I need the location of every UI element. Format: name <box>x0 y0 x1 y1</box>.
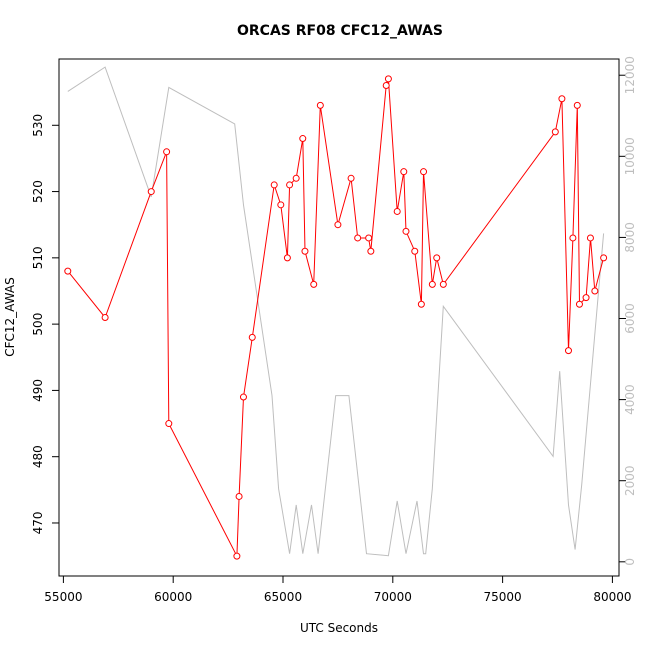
data-point <box>384 75 392 83</box>
plot-area <box>58 58 620 577</box>
data-point <box>551 128 559 136</box>
y-tick-label: 520 <box>31 180 45 203</box>
x-tick-label: 75000 <box>484 590 522 604</box>
data-point <box>600 254 608 262</box>
data-point <box>393 207 401 215</box>
data-point <box>411 247 419 255</box>
data-point <box>417 300 425 308</box>
data-point <box>428 280 436 288</box>
data-point <box>310 280 318 288</box>
x-tick-label: 55000 <box>44 590 82 604</box>
y-tick-label: 490 <box>31 379 45 402</box>
data-point <box>286 181 294 189</box>
data-point <box>558 95 566 103</box>
data-point <box>564 347 572 355</box>
data-point <box>354 234 362 242</box>
x-axis: 55000 60000 65000 70000 75000 80000 <box>44 576 632 604</box>
y2-axis: 0 2000 4000 6000 8000 10000 12000 <box>619 56 637 566</box>
data-point <box>248 333 256 341</box>
data-point <box>367 247 375 255</box>
data-point <box>400 168 408 176</box>
y2-tick-label: 0 <box>623 558 637 566</box>
data-point <box>239 393 247 401</box>
chart-title: ORCAS RF08 CFC12_AWAS <box>237 23 443 39</box>
data-point <box>235 492 243 500</box>
data-point <box>334 221 342 229</box>
data-point <box>101 314 109 321</box>
x-tick-label: 65000 <box>264 590 302 604</box>
data-point <box>420 168 428 176</box>
data-point <box>165 420 173 428</box>
data-point <box>64 267 72 275</box>
data-point <box>591 287 599 295</box>
y2-tick-label: 8000 <box>623 222 637 253</box>
data-point <box>163 148 171 156</box>
data-point <box>283 254 291 262</box>
y-tick-label: 500 <box>31 313 45 336</box>
series-layer <box>64 66 608 560</box>
data-point <box>233 552 241 560</box>
y-tick-label: 470 <box>31 512 45 535</box>
data-point <box>569 234 577 242</box>
primary-series-line <box>67 78 605 559</box>
data-point <box>402 227 410 235</box>
data-point <box>382 82 390 90</box>
y-axis: 470 480 490 500 510 520 530 <box>31 114 59 535</box>
data-point <box>575 300 583 308</box>
data-point <box>299 135 307 143</box>
y-tick-label: 510 <box>31 246 45 269</box>
y-tick-label: 480 <box>31 445 45 468</box>
data-point <box>301 247 309 255</box>
y2-tick-label: 12000 <box>623 56 637 94</box>
data-point <box>347 174 355 182</box>
data-point <box>270 181 278 189</box>
data-point <box>573 101 581 109</box>
data-point <box>433 254 441 262</box>
data-point <box>147 188 155 196</box>
data-point <box>277 201 285 209</box>
x-tick-label: 70000 <box>374 590 412 604</box>
data-point <box>292 174 300 182</box>
y2-tick-label: 6000 <box>623 303 637 334</box>
data-point <box>582 294 590 302</box>
y2-tick-label: 2000 <box>623 465 637 496</box>
x-tick-label: 80000 <box>593 590 631 604</box>
data-point <box>586 234 594 242</box>
data-point <box>365 234 373 242</box>
secondary-series-line <box>67 66 605 557</box>
y-tick-label: 530 <box>31 114 45 137</box>
x-axis-label: UTC Seconds <box>300 621 378 635</box>
x-tick-label: 60000 <box>154 590 192 604</box>
y-axis-label: CFC12_AWAS <box>3 277 17 357</box>
y2-tick-label: 4000 <box>623 384 637 415</box>
y2-tick-label: 10000 <box>623 137 637 175</box>
data-point <box>439 280 447 288</box>
data-point <box>316 101 324 109</box>
